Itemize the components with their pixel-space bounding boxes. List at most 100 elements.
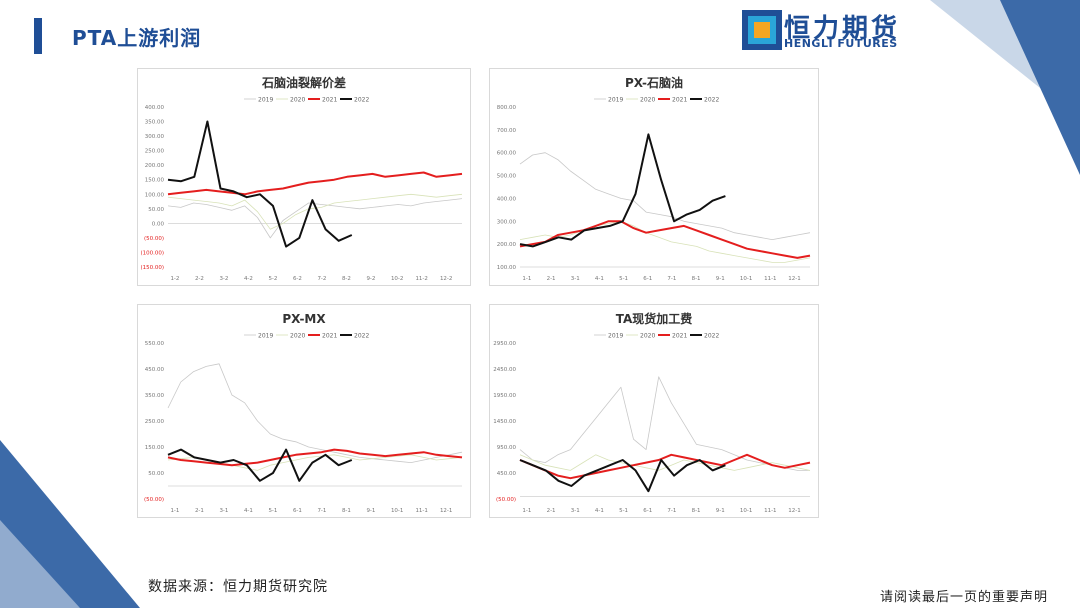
svg-text:2020: 2020 bbox=[290, 333, 305, 340]
y-tick-label: 800.00 bbox=[497, 105, 517, 111]
chart-title: PX-MX bbox=[282, 312, 326, 326]
chart-svg: PX-MX 2019 2020 2021 2022 550.00 450.00 350.00 2… bbox=[144, 312, 463, 514]
series-line-2019 bbox=[167, 363, 463, 464]
x-tick-label: 6-1 bbox=[643, 276, 652, 282]
chart-px-naphtha: PX-石脑油 2019 2020 2021 2022 800.00 700.00 600.00… bbox=[489, 68, 819, 286]
y-tick-label: 950.00 bbox=[497, 445, 517, 451]
legend-item-2022: 2022 bbox=[340, 97, 369, 104]
y-tick-label: 50.00 bbox=[148, 207, 164, 213]
legend-item-2021: 2021 bbox=[658, 333, 687, 340]
series-line-2019 bbox=[519, 376, 810, 471]
legend-item-2022: 2022 bbox=[690, 333, 719, 340]
y-tick-label: 50.00 bbox=[148, 471, 164, 477]
legend-item-2021: 2021 bbox=[658, 97, 687, 104]
x-tick-label: 4-1 bbox=[244, 508, 253, 514]
x-tick-label: 5-1 bbox=[619, 508, 628, 514]
x-tick-label: 10-2 bbox=[391, 276, 403, 282]
y-tick-label: 450.00 bbox=[145, 367, 165, 373]
x-tick-label: 1-1 bbox=[522, 276, 531, 282]
chart-title: TA现货加工费 bbox=[616, 311, 693, 326]
svg-text:2019: 2019 bbox=[608, 333, 623, 340]
y-tick-label: 150.00 bbox=[145, 445, 165, 451]
chart-title: 石脑油裂解价差 bbox=[261, 75, 346, 90]
x-tick-label: 5-1 bbox=[619, 276, 628, 282]
y-tick-label: 0.00 bbox=[152, 221, 165, 227]
series-line-2022 bbox=[167, 448, 353, 482]
x-tick-label: 6-1 bbox=[293, 508, 302, 514]
page-title: PTA上游利润 bbox=[72, 26, 202, 50]
svg-text:2021: 2021 bbox=[322, 97, 337, 104]
x-tick-label: 1-2 bbox=[170, 276, 179, 282]
x-tick-label: 8-1 bbox=[692, 508, 701, 514]
x-tick-label: 11-1 bbox=[764, 508, 776, 514]
x-tick-label: 5-2 bbox=[268, 276, 277, 282]
x-tick-label: 2-1 bbox=[547, 508, 556, 514]
series-line-2020 bbox=[519, 454, 811, 471]
svg-text:2020: 2020 bbox=[290, 97, 305, 104]
legend-item-2019: 2019 bbox=[594, 333, 623, 340]
svg-text:2022: 2022 bbox=[354, 97, 369, 104]
x-tick-label: 4-1 bbox=[595, 508, 604, 514]
svg-text:2021: 2021 bbox=[672, 333, 687, 340]
y-tick-label: 150.00 bbox=[145, 178, 165, 184]
disclaimer-note: 请阅读最后一页的重要声明 bbox=[880, 590, 1049, 605]
x-tick-label: 8-1 bbox=[342, 508, 351, 514]
y-tick-label: (150.00) bbox=[140, 265, 164, 271]
y-tick-label: 1950.00 bbox=[493, 393, 516, 399]
svg-text:2019: 2019 bbox=[608, 97, 623, 104]
svg-text:2021: 2021 bbox=[322, 333, 337, 340]
x-tick-label: 3-2 bbox=[219, 276, 228, 282]
data-source-note: 数据来源：恒力期货研究院 bbox=[148, 579, 328, 595]
y-tick-label: 200.00 bbox=[145, 163, 165, 169]
legend-item-2022: 2022 bbox=[340, 333, 369, 340]
svg-text:2022: 2022 bbox=[704, 97, 719, 104]
chart-naphtha-crack-spread: 石脑油裂解价差 2019 2020 2021 2022 400.00 350.00 300.0… bbox=[137, 68, 471, 286]
x-tick-label: 2-2 bbox=[195, 276, 204, 282]
y-tick-label: 2950.00 bbox=[493, 341, 516, 347]
x-tick-label: 1-1 bbox=[522, 508, 531, 514]
logo-text-en: HENGLI FUTURES bbox=[784, 37, 898, 50]
legend-item-2020: 2020 bbox=[276, 333, 305, 340]
x-tick-label: 10-1 bbox=[740, 276, 752, 282]
series-line-2020 bbox=[167, 193, 463, 230]
x-tick-label: 8-1 bbox=[692, 276, 701, 282]
svg-text:2022: 2022 bbox=[704, 333, 719, 340]
svg-text:2019: 2019 bbox=[258, 97, 273, 104]
series-line-2019 bbox=[519, 152, 811, 241]
x-tick-label: 6-1 bbox=[643, 508, 652, 514]
title-accent-bar bbox=[34, 18, 42, 54]
legend-item-2019: 2019 bbox=[594, 97, 623, 104]
x-tick-label: 3-1 bbox=[571, 508, 580, 514]
company-logo: 恒力期货 HENGLI FUTURES bbox=[742, 10, 912, 54]
series-line-2022 bbox=[519, 459, 726, 493]
svg-text:2021: 2021 bbox=[672, 97, 687, 104]
chart-ta-processing-fee: TA现货加工费 2019 2020 2021 2022 2950.00 2450.00 195… bbox=[489, 304, 819, 518]
y-tick-label: 250.00 bbox=[145, 149, 165, 155]
y-tick-label: 600.00 bbox=[497, 151, 517, 157]
legend-item-2020: 2020 bbox=[626, 97, 655, 104]
chart-px-mx: PX-MX 2019 2020 2021 2022 550.00 450.00 350.00 2… bbox=[137, 304, 471, 518]
chart-title: PX-石脑油 bbox=[625, 75, 683, 90]
x-tick-label: 2-1 bbox=[547, 276, 556, 282]
chart-svg: TA现货加工费 2019 2020 2021 2022 2950.00 2450.00 195… bbox=[493, 311, 811, 514]
logo-mark-icon bbox=[742, 10, 782, 50]
x-tick-label: 4-2 bbox=[244, 276, 253, 282]
y-tick-label: 100.00 bbox=[497, 265, 517, 271]
x-tick-label: 9-1 bbox=[716, 508, 725, 514]
x-tick-label: 1-1 bbox=[170, 508, 179, 514]
x-tick-label: 9-1 bbox=[366, 508, 375, 514]
x-tick-label: 8-2 bbox=[342, 276, 351, 282]
series-line-2021 bbox=[167, 171, 463, 196]
y-tick-label: 1450.00 bbox=[493, 419, 516, 425]
x-tick-label: 9-1 bbox=[716, 276, 725, 282]
x-tick-label: 7-1 bbox=[317, 508, 326, 514]
x-tick-label: 5-1 bbox=[268, 508, 277, 514]
x-tick-label: 11-1 bbox=[764, 276, 776, 282]
y-tick-label: 350.00 bbox=[145, 120, 165, 126]
y-tick-label: (50.00) bbox=[144, 236, 164, 242]
x-tick-label: 12-1 bbox=[788, 276, 800, 282]
x-tick-label: 7-2 bbox=[317, 276, 326, 282]
x-tick-label: 12-1 bbox=[788, 508, 800, 514]
y-tick-label: 300.00 bbox=[145, 134, 165, 140]
